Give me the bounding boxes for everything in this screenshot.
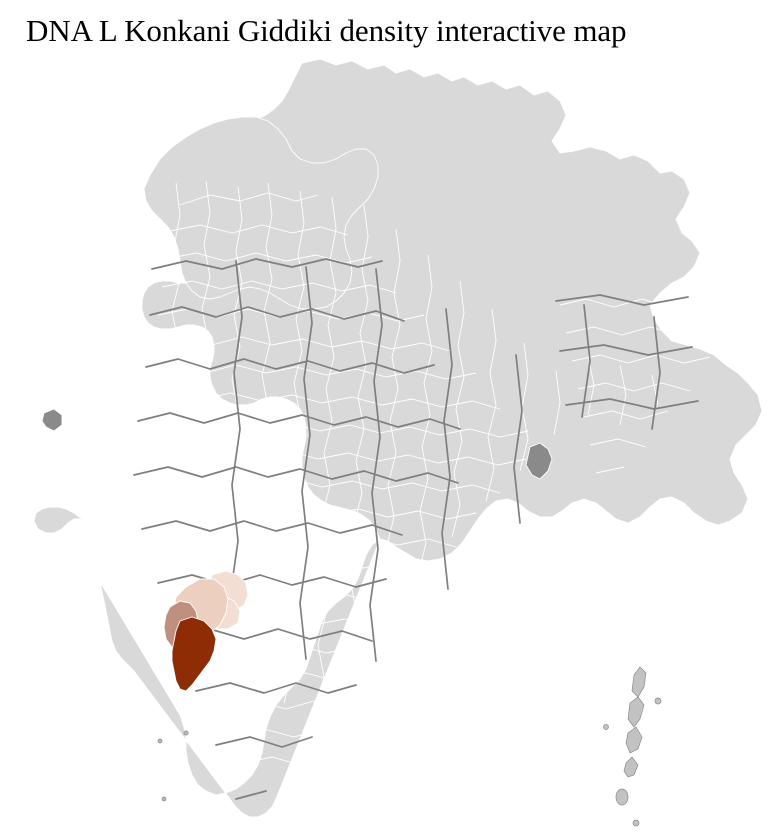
lakshadweep-islands [157,730,189,802]
india-landmass [33,58,763,818]
district-boundaries [117,180,711,766]
kutch-west-patch [41,408,63,432]
district-high[interactable] [171,616,217,692]
andaman-nicobar-islands [603,666,662,827]
map-svg[interactable] [0,55,780,835]
india-density-map[interactable] [0,55,780,835]
highlighted-districts-layer[interactable] [163,570,249,692]
sundarbans-patch [525,442,553,480]
map-base-layer [33,58,763,827]
state-boundaries [133,258,699,800]
page-title: DNA L Konkani Giddiki density interactiv… [26,13,627,48]
